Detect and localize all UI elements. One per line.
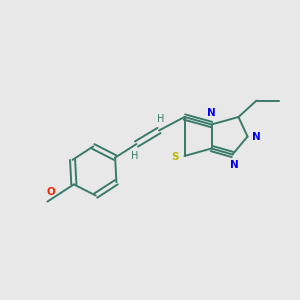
Text: N: N (252, 131, 261, 142)
Text: H: H (157, 114, 164, 124)
Text: O: O (46, 187, 56, 197)
Text: H: H (131, 151, 139, 161)
Text: S: S (171, 152, 178, 163)
Text: N: N (230, 160, 238, 170)
Text: N: N (207, 109, 216, 118)
